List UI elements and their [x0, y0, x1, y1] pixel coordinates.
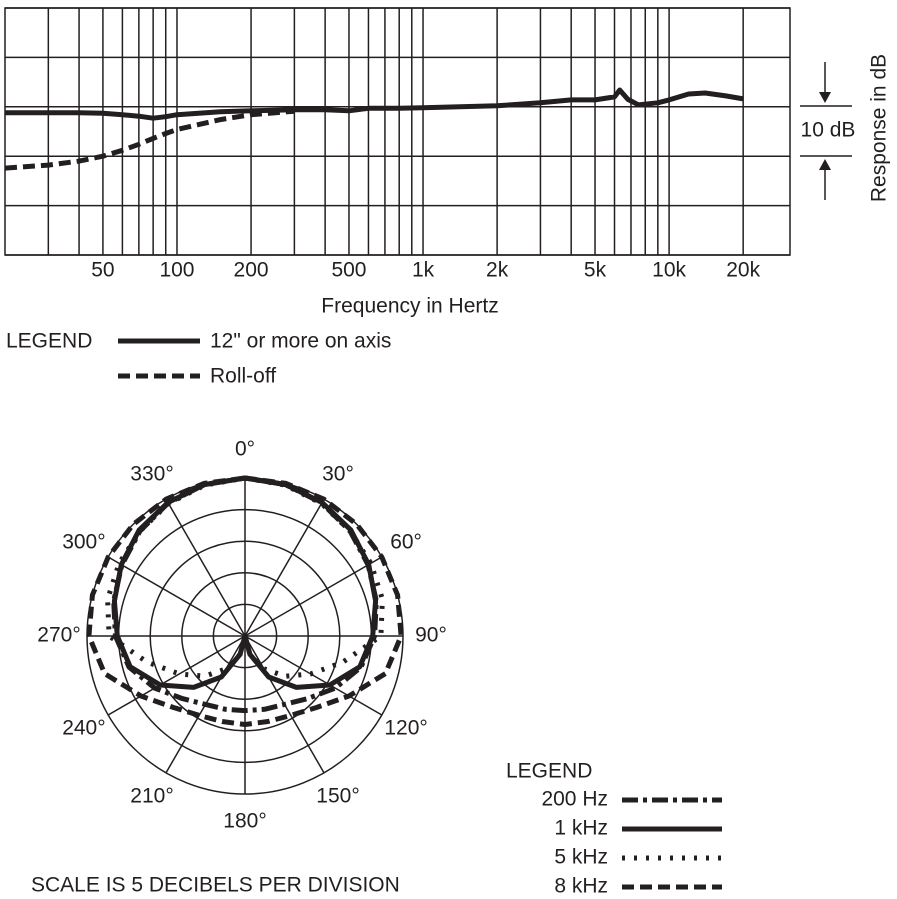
response-line [4, 108, 295, 171]
grid-spoke [107, 556, 246, 637]
x-tick-label: 10k [652, 259, 686, 282]
legend-label: 1 kHz [554, 817, 608, 840]
angle-label: 60° [390, 531, 422, 554]
x-tick-label: 200 [234, 259, 269, 282]
legend-label: Roll-off [210, 365, 276, 388]
x-tick-label: 1k [412, 259, 435, 282]
x-tick-label: 5k [584, 259, 607, 282]
legend-label: 200 Hz [541, 788, 608, 811]
y-axis-label: Response in dB [868, 54, 891, 202]
legend-label: 12" or more on axis [210, 330, 391, 353]
x-tick-label: 500 [331, 259, 366, 282]
angle-label: 120° [384, 717, 427, 740]
legend-title: LEGEND [6, 330, 92, 353]
x-tick-label: 50 [91, 259, 114, 282]
angle-label: 240° [62, 717, 105, 740]
angle-label: 180° [223, 810, 266, 833]
x-tick-label: 2k [486, 259, 509, 282]
angle-label: 30° [322, 462, 354, 485]
scale-indicator [800, 62, 852, 200]
polar-curve [111, 475, 379, 690]
angle-label: 150° [316, 785, 359, 808]
grid-spoke [165, 498, 246, 637]
caption: SCALE IS 5 DECIBELS PER DIVISION [31, 874, 400, 897]
legend-title: LEGEND [506, 760, 592, 783]
grid-spoke [107, 635, 246, 716]
angle-label: 330° [130, 462, 173, 485]
legend-label: 8 kHz [554, 875, 608, 898]
grid-spoke [244, 556, 383, 637]
x-tick-label: 100 [159, 259, 194, 282]
x-tick-label: 20k [726, 259, 760, 282]
polar-curve [86, 475, 404, 727]
angle-label: 0° [235, 438, 255, 461]
angle-label: 270° [37, 624, 80, 647]
angle-label: 90° [415, 624, 447, 647]
angle-label: 210° [130, 785, 173, 808]
angle-label: 300° [62, 531, 105, 554]
x-axis-label: Frequency in Hertz [321, 295, 498, 318]
response-line [5, 87, 744, 121]
legend-label: 5 kHz [554, 846, 608, 869]
annotation: 10 dB [801, 119, 856, 142]
grid-spoke [244, 498, 325, 637]
